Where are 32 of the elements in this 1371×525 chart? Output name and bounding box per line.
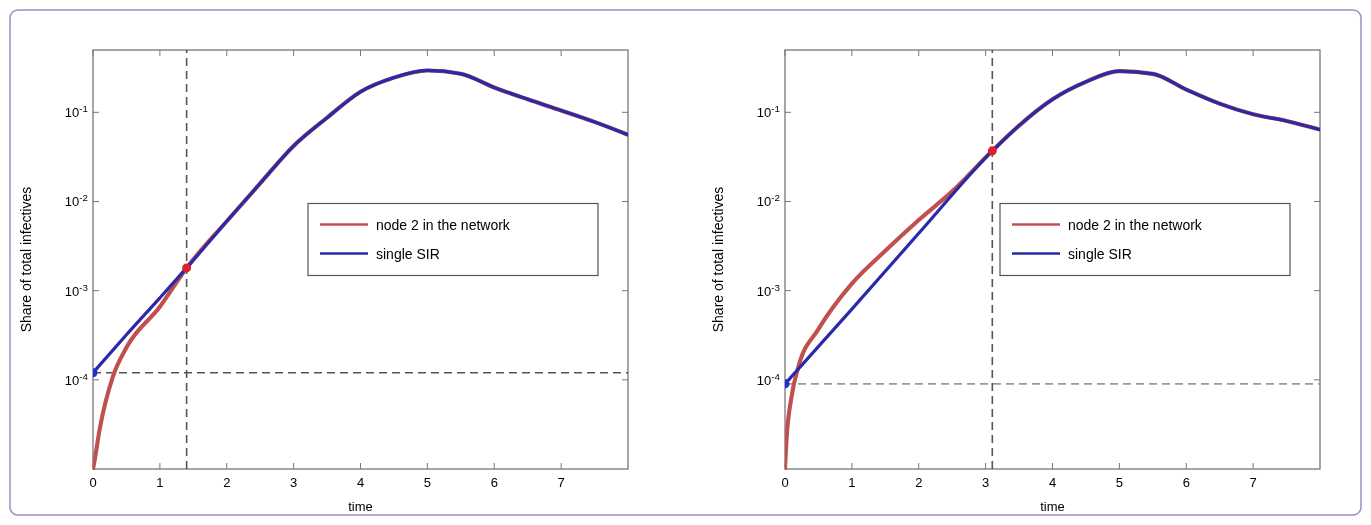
x-tick-label: 3 (290, 475, 298, 490)
y-tick-label: 10$^{-1}$ (64, 102, 88, 121)
x-tick-label: 6 (490, 475, 498, 490)
y-tick-label: 10$^{-2}$ (64, 191, 88, 210)
x-tick-label: 7 (557, 475, 565, 490)
x-axis-title: time (1040, 499, 1065, 514)
x-tick-label: 0 (89, 475, 97, 490)
y-tick-label: 10$^{-1}$ (756, 102, 780, 121)
x-axis-title: time (348, 499, 373, 514)
y-axis-title: Share of total infectives (710, 186, 726, 333)
x-tick-label: 4 (356, 475, 365, 490)
y-tick-label: 10$^{-3}$ (64, 281, 88, 299)
x-tick-label: 2 (915, 475, 923, 490)
x-tick-label: 1 (848, 475, 856, 490)
legend-label: single SIR (1068, 245, 1132, 262)
x-tick-label: 0 (781, 475, 789, 490)
x-tick-label: 2 (223, 475, 231, 490)
legend-label: node 2 in the network (1068, 216, 1203, 233)
y-tick-label: 10$^{-4}$ (756, 370, 781, 388)
x-tick-label: 5 (1115, 475, 1123, 490)
x-tick-label: 4 (1048, 475, 1057, 490)
y-tick-label: 10$^{-4}$ (64, 370, 89, 388)
y-axis-title: Share of total infectives (18, 186, 34, 333)
y-tick-label: 10$^{-2}$ (756, 191, 780, 210)
x-tick-label: 5 (423, 475, 431, 490)
legend-label: single SIR (376, 245, 440, 262)
x-tick-label: 1 (156, 475, 164, 490)
x-tick-label: 3 (982, 475, 990, 490)
legend-label: node 2 in the network (376, 216, 511, 233)
x-tick-label: 7 (1249, 475, 1257, 490)
x-tick-label: 6 (1182, 475, 1190, 490)
y-tick-label: 10$^{-3}$ (756, 281, 780, 299)
